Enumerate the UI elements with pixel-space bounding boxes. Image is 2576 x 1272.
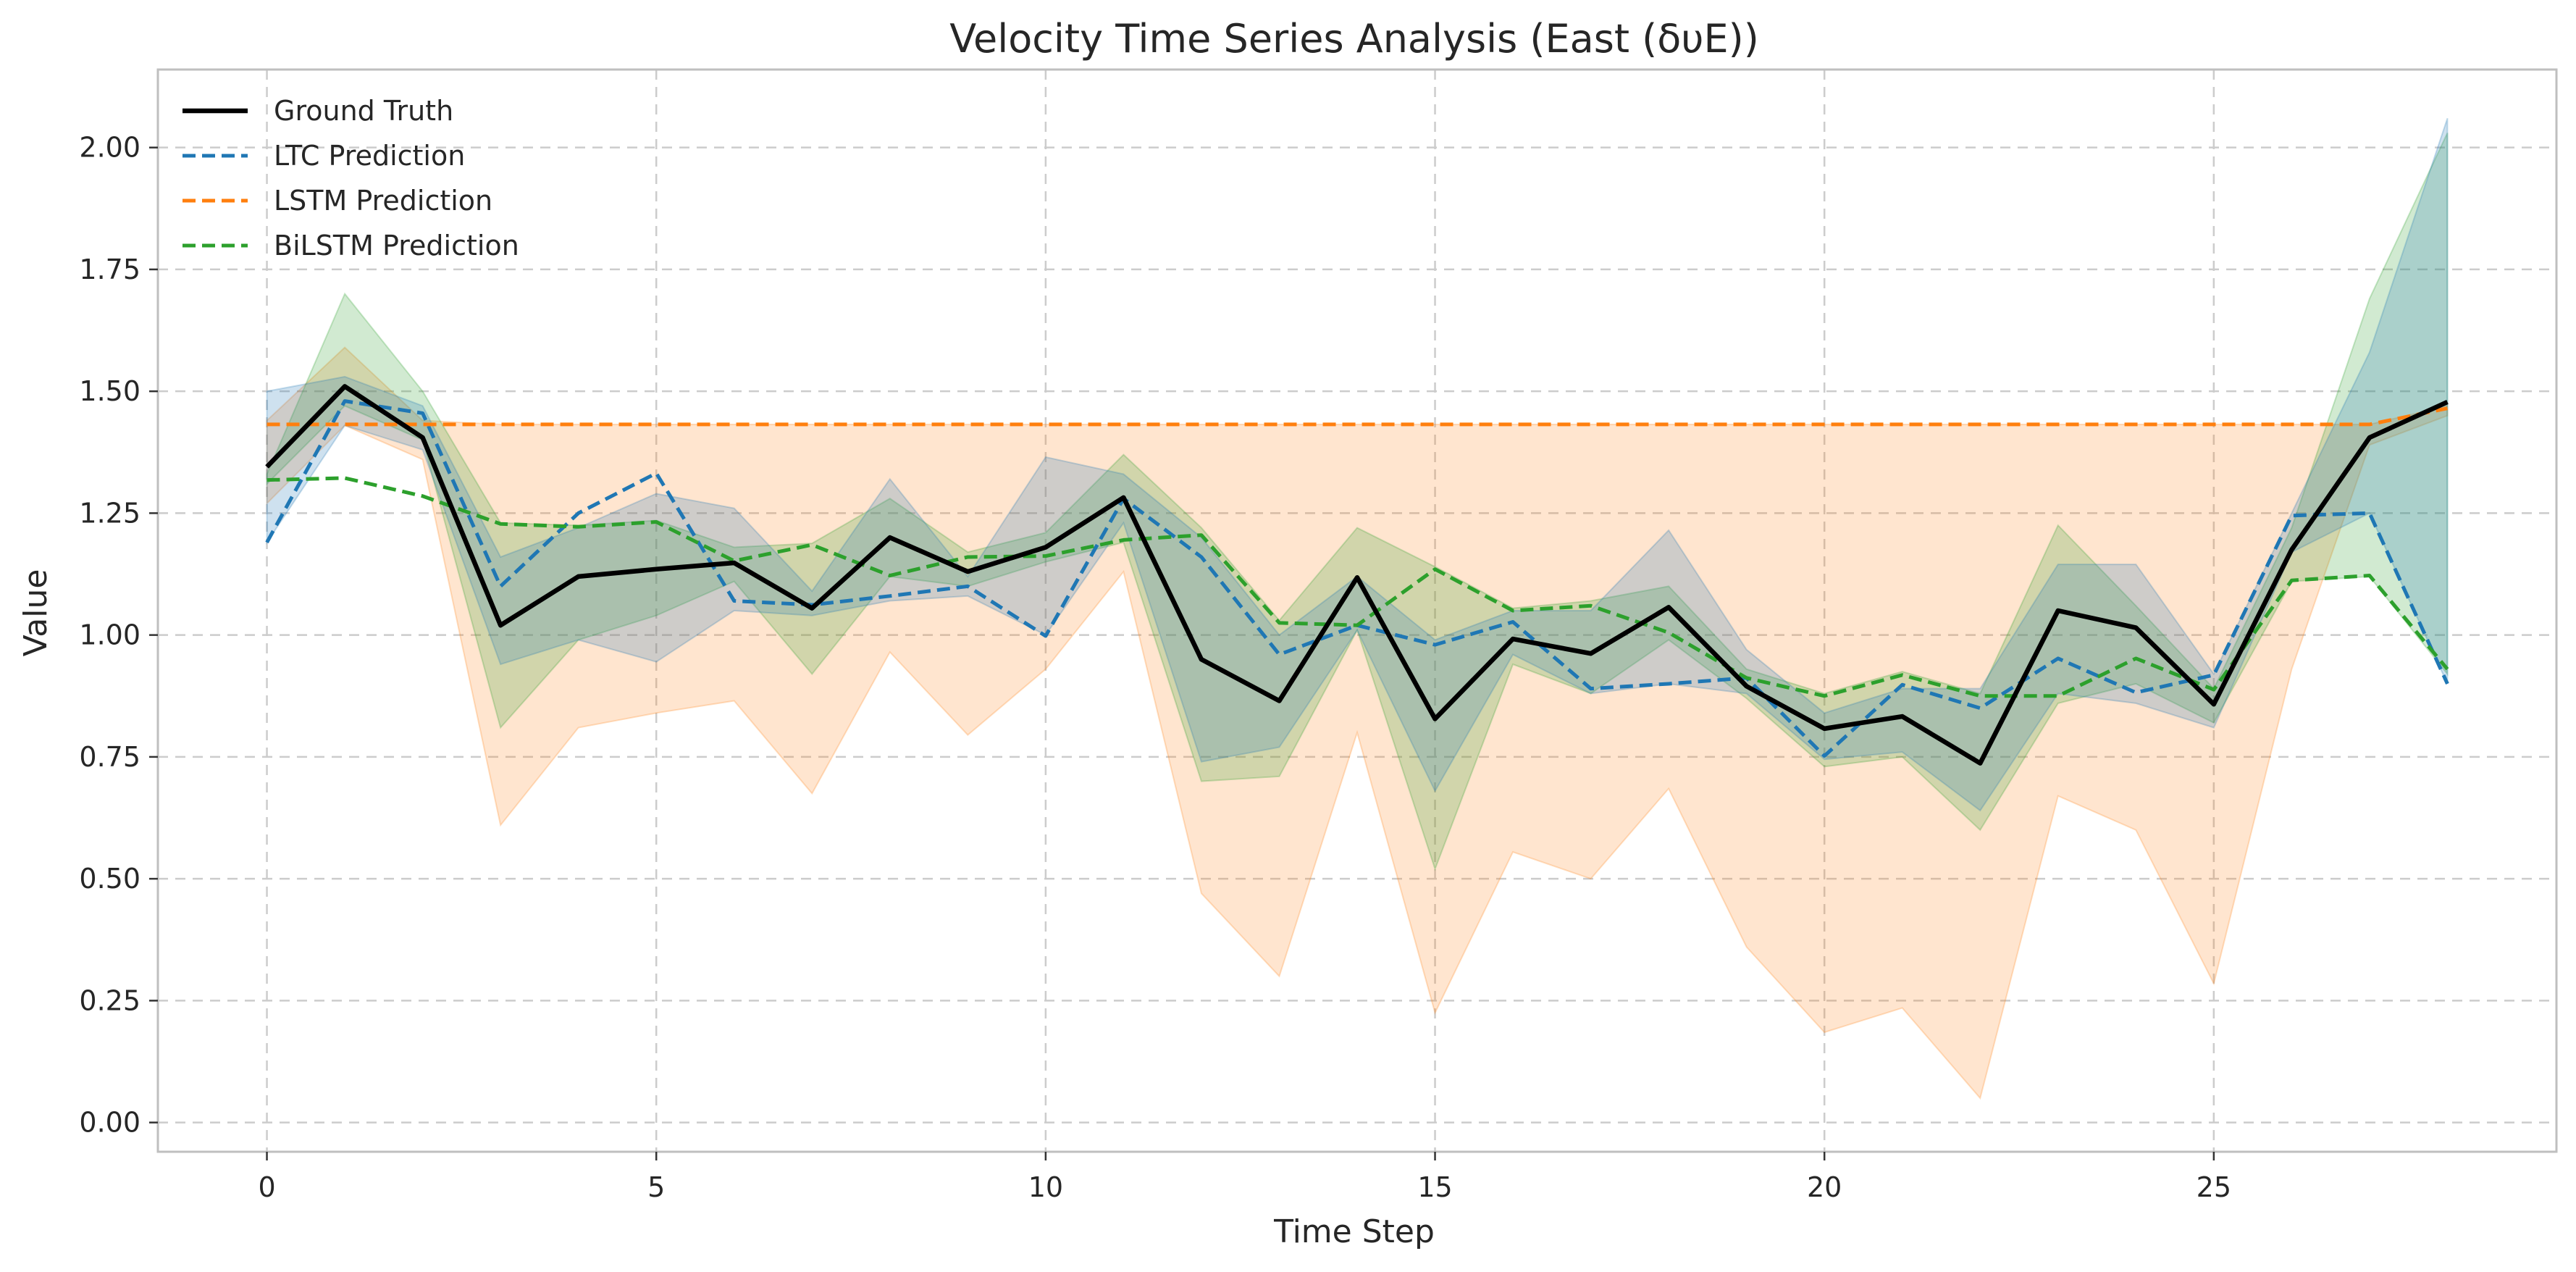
grid-layer — [158, 70, 2556, 1152]
y-tick-label: 1.75 — [79, 254, 140, 285]
x-tick-label: 20 — [1807, 1171, 1842, 1203]
x-tick-label: 5 — [647, 1171, 665, 1203]
x-axis-title: Time Step — [1273, 1213, 1435, 1250]
x-tick-label: 25 — [2197, 1171, 2231, 1203]
series-line-ground-truth — [265, 384, 2449, 766]
x-tick-label: 0 — [258, 1171, 275, 1203]
y-axis-title: Value — [17, 569, 54, 657]
plot-frame — [156, 68, 2558, 1153]
legend-label: LTC Prediction — [274, 140, 465, 172]
legend-label: BiLSTM Prediction — [274, 230, 519, 261]
chart-title: Velocity Time Series Analysis (East (δυE… — [949, 16, 1759, 62]
y-tick-label: 2.00 — [79, 132, 140, 164]
y-tick-label: 0.50 — [79, 863, 140, 895]
tick-layer: 0 5 10 15 20 25 0.00 0.25 0.50 0.75 1.00 1.25 1.50 1.… — [79, 132, 2231, 1203]
y-tick-label: 0.00 — [79, 1107, 140, 1139]
line-layer — [265, 384, 2449, 766]
y-tick-label: 1.25 — [79, 497, 140, 529]
x-tick-label: 10 — [1028, 1171, 1063, 1203]
y-tick-label: 0.25 — [79, 984, 140, 1016]
y-tick-label: 0.75 — [79, 741, 140, 773]
legend: Ground Truth LTC Prediction LSTM Predictio… — [182, 95, 519, 261]
series-line-bilstm-prediction — [267, 476, 2449, 698]
y-tick-label: 1.50 — [79, 375, 140, 407]
x-tick-label: 15 — [1417, 1171, 1452, 1203]
series-line-lstm-prediction — [267, 406, 2448, 427]
legend-label: Ground Truth — [274, 95, 453, 127]
y-tick-label: 1.00 — [79, 619, 140, 651]
legend-label: LSTM Prediction — [274, 185, 492, 217]
